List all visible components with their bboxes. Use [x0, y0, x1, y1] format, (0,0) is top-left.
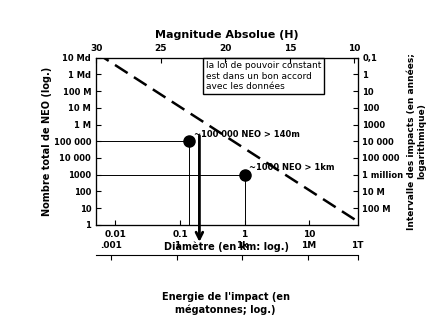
Y-axis label: Intervalle des impacts (en années;
logarithmique): Intervalle des impacts (en années; logar…	[406, 53, 426, 230]
Text: ~100 000 NEO > 140m: ~100 000 NEO > 140m	[194, 130, 300, 139]
Text: la loi de pouvoir constant
est dans un bon accord
avec les données: la loi de pouvoir constant est dans un b…	[206, 61, 321, 91]
Text: ~1000 NEO > 1km: ~1000 NEO > 1km	[249, 163, 335, 172]
X-axis label: Magnitude Absolue (H): Magnitude Absolue (H)	[155, 30, 299, 40]
Text: Energie de l'impact (en
mégatonnes; log.): Energie de l'impact (en mégatonnes; log.…	[162, 292, 290, 315]
X-axis label: Diamètre (en km: log.): Diamètre (en km: log.)	[164, 241, 289, 252]
Y-axis label: Nombre total de NEO (log.): Nombre total de NEO (log.)	[42, 67, 52, 216]
